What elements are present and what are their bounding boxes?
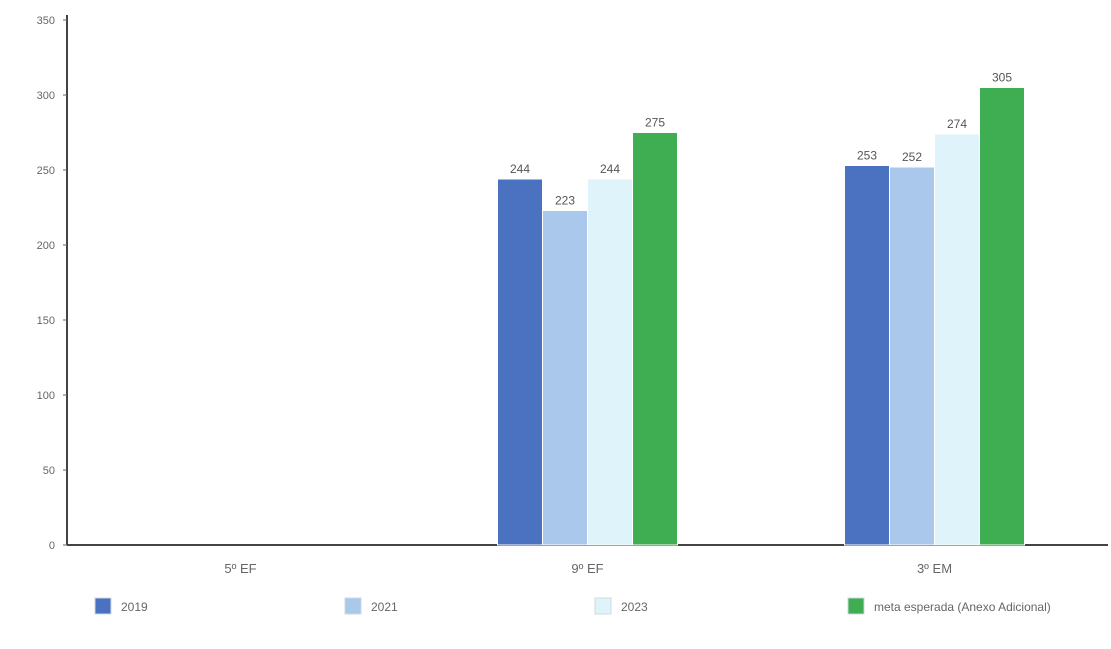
bars — [497, 87, 1025, 546]
y-tick-label: 0 — [49, 540, 55, 552]
x-category-label: 9º EF — [571, 561, 603, 576]
y-tick-label: 200 — [37, 240, 55, 252]
bar — [889, 166, 935, 546]
data-labels: 244 223 244 275 253 252 274 305 — [510, 71, 1012, 208]
axes: 0 50 100 150 200 250 300 350 5º EF 9º EF 3º EM — [37, 15, 1108, 576]
bar — [542, 210, 588, 546]
data-label: 275 — [645, 116, 665, 130]
legend-swatch — [344, 597, 362, 615]
bar — [844, 165, 890, 546]
bar — [497, 178, 543, 546]
legend-swatch — [94, 597, 112, 615]
y-tick-label: 100 — [37, 390, 55, 402]
bar — [587, 178, 633, 546]
data-label: 253 — [857, 149, 877, 163]
data-label: 305 — [992, 71, 1012, 85]
legend: 2019 2021 2023 meta esperada (Anexo Adicion… — [94, 597, 1051, 615]
legend-label: 2023 — [621, 600, 648, 614]
data-label: 223 — [555, 194, 575, 208]
bar — [979, 87, 1025, 546]
y-tick-label: 300 — [37, 90, 55, 102]
bar — [934, 133, 980, 546]
y-tick-label: 50 — [43, 465, 55, 477]
x-category-label: 3º EM — [917, 561, 952, 576]
data-label: 274 — [947, 117, 967, 131]
legend-label: meta esperada (Anexo Adicional) — [874, 600, 1051, 614]
data-label: 252 — [902, 150, 922, 164]
legend-label: 2021 — [371, 600, 398, 614]
y-tick-label: 350 — [37, 15, 55, 27]
legend-swatch — [847, 597, 865, 615]
bar — [632, 132, 678, 546]
legend-label: 2019 — [121, 600, 148, 614]
data-label: 244 — [600, 162, 620, 176]
data-label: 244 — [510, 162, 530, 176]
y-tick-label: 250 — [37, 165, 55, 177]
y-tick-label: 150 — [37, 315, 55, 327]
x-category-label: 5º EF — [224, 561, 256, 576]
legend-swatch — [594, 597, 612, 615]
